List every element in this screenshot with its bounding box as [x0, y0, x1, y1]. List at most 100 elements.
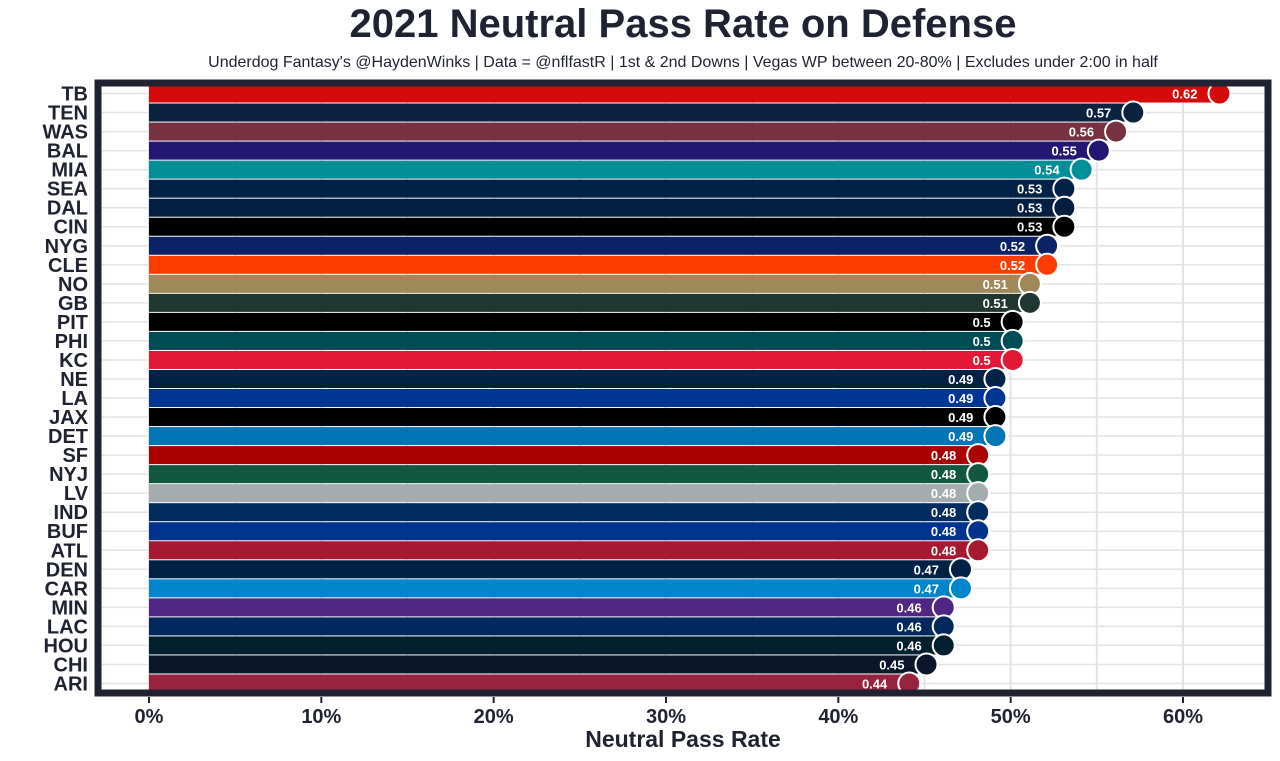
bar-den: [149, 560, 959, 579]
team-logo-chi: [914, 652, 939, 677]
team-logo-car: [948, 576, 973, 601]
value-label-pit: 0.5: [973, 315, 991, 330]
value-label-cle: 0.52: [1000, 258, 1025, 273]
team-label-lv: LV: [64, 483, 89, 505]
value-label-ten: 0.57: [1086, 106, 1111, 121]
team-logo-mia: [1069, 157, 1094, 182]
value-label-hou: 0.46: [896, 638, 921, 653]
team-logo-cin: [1052, 214, 1077, 239]
bar-cle: [149, 255, 1046, 274]
bar-cin: [149, 217, 1063, 236]
team-label-kc: KC: [59, 350, 88, 372]
bar-sea: [149, 179, 1063, 198]
bar-atl: [149, 541, 977, 560]
team-label-pit: PIT: [57, 312, 88, 334]
x-axis-label: Neutral Pass Rate: [585, 726, 781, 752]
value-label-lv: 0.48: [931, 486, 956, 501]
x-tick-label: 20%: [474, 706, 514, 728]
value-label-sea: 0.53: [1017, 182, 1042, 197]
bar-sf: [149, 446, 977, 465]
bar-tb: [149, 84, 1218, 103]
value-label-mia: 0.54: [1034, 163, 1060, 178]
team-label-la: LA: [61, 388, 88, 410]
value-label-jax: 0.49: [948, 410, 973, 425]
team-logo-was: [1104, 119, 1129, 144]
team-label-ari: ARI: [54, 673, 88, 695]
value-label-den: 0.47: [914, 562, 939, 577]
value-label-phi: 0.5: [973, 334, 991, 349]
team-label-tb: TB: [61, 84, 88, 106]
plot-frame: [94, 79, 1272, 697]
team-label-cin: CIN: [54, 217, 88, 239]
value-label-sf: 0.48: [931, 448, 956, 463]
bar-ne: [149, 369, 994, 388]
bar-hou: [149, 636, 942, 655]
team-label-lac: LAC: [47, 616, 88, 638]
value-label-la: 0.49: [948, 391, 973, 406]
bar-no: [149, 274, 1028, 293]
team-label-mia: MIA: [51, 160, 88, 182]
bar-mia: [149, 160, 1080, 179]
bar-bal: [149, 141, 1097, 160]
x-tick-label: 50%: [991, 706, 1031, 728]
team-label-nyj: NYJ: [49, 464, 88, 486]
bar-la: [149, 389, 994, 408]
bar-det: [149, 427, 994, 446]
value-label-bal: 0.55: [1052, 144, 1077, 159]
value-label-was: 0.56: [1069, 125, 1094, 140]
bar-dal: [149, 198, 1063, 217]
value-label-det: 0.49: [948, 429, 973, 444]
bars-layer: [149, 84, 1218, 693]
team-label-bal: BAL: [47, 141, 88, 163]
team-label-jax: JAX: [49, 407, 89, 429]
x-ticks-layer: 0% 10% 20% 30% 40% 50% 60%: [135, 697, 1203, 728]
team-logo-atl: [966, 538, 991, 563]
team-logo-det: [983, 424, 1008, 449]
team-label-gb: GB: [58, 293, 88, 315]
chart-subtitle: Underdog Fantasy's @HaydenWinks | Data =…: [208, 54, 1158, 71]
value-label-car: 0.47: [914, 581, 939, 596]
team-label-buf: BUF: [47, 521, 88, 543]
team-label-was: WAS: [42, 122, 88, 144]
team-label-no: NO: [58, 274, 88, 296]
team-label-min: MIN: [51, 597, 88, 619]
value-label-nyj: 0.48: [931, 467, 956, 482]
bar-chi: [149, 655, 925, 674]
chart-title: 2021 Neutral Pass Rate on Defense: [349, 2, 1017, 46]
team-label-ind: IND: [54, 502, 88, 524]
bar-buf: [149, 522, 977, 541]
team-label-cle: CLE: [48, 255, 88, 277]
bar-lac: [149, 617, 942, 636]
team-label-dal: DAL: [47, 198, 88, 220]
value-label-tb: 0.62: [1172, 87, 1197, 102]
team-label-den: DEN: [46, 559, 88, 581]
team-logo-gb: [1017, 290, 1042, 315]
team-labels-layer: TBTENWASBALMIASEADALCINNYGCLENOGBPITPHIK…: [42, 84, 88, 696]
bar-phi: [149, 331, 1011, 350]
bar-ind: [149, 503, 977, 522]
team-label-ne: NE: [60, 369, 88, 391]
bar-min: [149, 598, 942, 617]
team-label-atl: ATL: [51, 540, 88, 562]
bar-lv: [149, 484, 977, 503]
x-tick-label: 30%: [646, 706, 686, 728]
value-label-dal: 0.53: [1017, 201, 1042, 216]
team-label-hou: HOU: [44, 635, 88, 657]
x-tick-label: 60%: [1163, 706, 1203, 728]
team-label-sf: SF: [62, 445, 88, 467]
value-label-chi: 0.45: [879, 657, 904, 672]
value-label-kc: 0.5: [973, 353, 991, 368]
value-label-lac: 0.46: [896, 619, 921, 634]
team-label-ten: TEN: [48, 103, 88, 125]
value-label-ari: 0.44: [862, 676, 888, 691]
team-logo-ten: [1121, 100, 1146, 125]
bar-kc: [149, 350, 1011, 369]
x-tick-label: 10%: [301, 706, 341, 728]
value-label-ne: 0.49: [948, 372, 973, 387]
bar-nyg: [149, 236, 1046, 255]
team-logo-bal: [1086, 138, 1111, 163]
bar-jax: [149, 408, 994, 427]
x-tick-label: 40%: [818, 706, 858, 728]
x-tick-label: 0%: [135, 706, 164, 728]
